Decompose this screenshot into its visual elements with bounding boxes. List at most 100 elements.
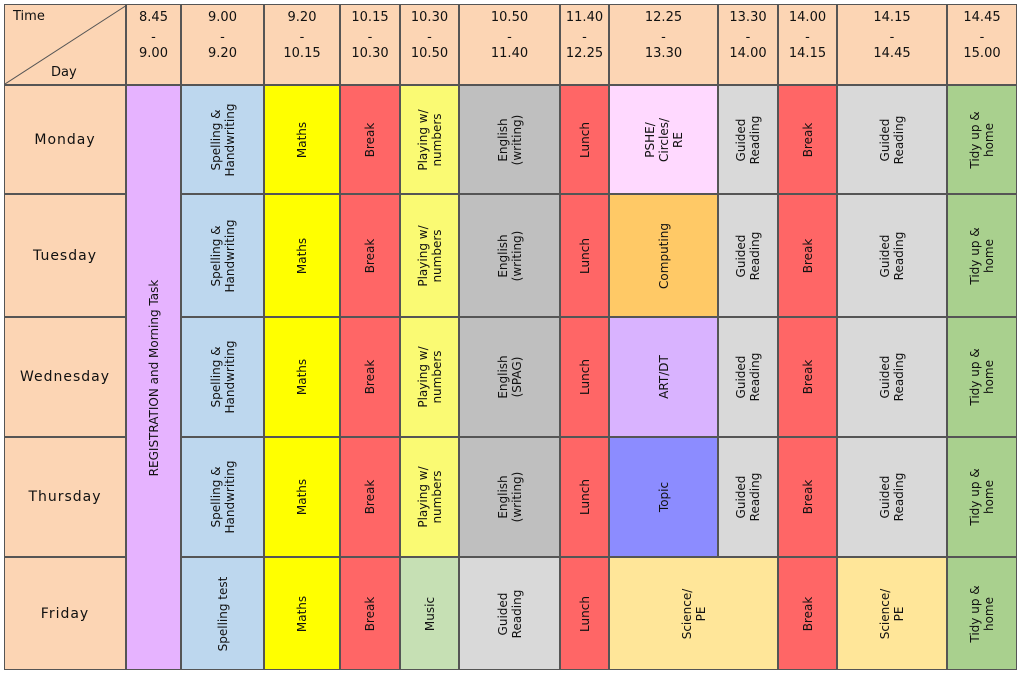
lesson-cell: Guided Reading [718,437,778,557]
lesson-cell: Guided Reading [718,194,778,317]
lesson-cell: Break [778,557,837,670]
lesson-cell: Maths [264,85,340,194]
lesson-label: Lunch [577,479,592,515]
lesson-cell: Lunch [560,557,609,670]
time-slot-start: 13.30 [729,10,767,25]
time-slot-start: 10.50 [490,10,529,25]
time-slot-end: 10.50 [410,46,449,61]
time-slot-dash: - [889,30,895,45]
time-slot-start: 11.40 [565,10,604,25]
lesson-label: Guided Reading [495,589,524,638]
lesson-label: Spelling & Handwriting [208,219,237,292]
lesson-cell: Guided Reading [718,85,778,194]
lesson-label: English (writing) [495,471,524,523]
lesson-cell: Science/ PE [609,557,778,670]
registration-label: REGISTRATION and Morning Task [146,279,161,476]
lesson-label: English (writing) [495,114,524,165]
lesson-label: Guided Reading [878,472,906,522]
lesson-label: Tidy up & home [968,584,996,643]
lesson-cell: ART/DT [609,317,718,437]
time-slot-header: 10.50 -11.40 [459,4,560,85]
day-label: Day [51,65,77,80]
time-slot-header: 13.30 -14.00 [718,4,778,85]
time-slot-header: 12.25 -13.30 [609,4,718,85]
day-label-cell: Monday [4,85,126,194]
lesson-cell: Break [778,317,837,437]
lesson-cell: Break [340,85,400,194]
lesson-label: Lunch [577,237,592,274]
time-slot-header: 14.45 -15.00 [947,4,1017,85]
lesson-label: Lunch [577,121,592,158]
time-slot-header: 9.00 -9.20 [181,4,264,85]
lesson-cell: PSHE/ Circles/ RE [609,85,718,194]
time-slot-header: 10.15 -10.30 [340,4,400,85]
lesson-label: Playing w/ numbers [415,346,444,408]
lesson-label: Break [800,596,815,631]
time-slot-end: 13.30 [644,46,683,61]
time-slot-end: 11.40 [490,46,529,61]
lesson-cell: Tidy up & home [947,437,1017,557]
time-slot-header: 11.40 -12.25 [560,4,609,85]
lesson-label: Lunch [577,359,592,395]
lesson-cell: Playing w/ numbers [400,85,459,194]
time-slot-dash: - [805,30,810,45]
lesson-cell: Break [778,437,837,557]
time-slot-end: 14.15 [788,46,827,61]
lesson-cell: Spelling & Handwriting [181,194,264,317]
lesson-label: Break [363,359,377,395]
time-slot-end: 9.00 [139,46,168,61]
lesson-cell: Break [340,317,400,437]
lesson-cell: Guided Reading [459,557,560,670]
lesson-cell: English (writing) [459,194,560,317]
lesson-label: Maths [295,358,309,396]
lesson-cell: Playing w/ numbers [400,317,459,437]
lesson-label: Lunch [577,595,592,632]
lesson-cell: Lunch [560,317,609,437]
time-slot-start: 10.15 [351,10,389,25]
lesson-cell: Break [778,194,837,317]
time-slot-start: 10.30 [410,10,449,25]
lesson-cell: Maths [264,317,340,437]
lesson-label: Break [800,122,815,157]
time-slot-dash: - [661,30,666,45]
lesson-label: Guided Reading [734,115,762,164]
time-slot-start: 8.45 [139,10,168,25]
lesson-cell: Topic [609,437,718,557]
time-slot-dash: - [367,30,373,45]
time-slot-dash: - [220,30,225,45]
lesson-label: Guided Reading [734,231,762,280]
lesson-label: Science/ PE [679,588,708,639]
lesson-cell: Tidy up & home [947,194,1017,317]
time-slot-end: 14.00 [729,46,767,61]
lesson-label: Playing w/ numbers [415,108,444,171]
lesson-label: ART/DT [656,355,671,399]
lesson-label: Playing w/ numbers [415,224,444,287]
lesson-label: Break [363,596,377,631]
lesson-cell: Playing w/ numbers [400,437,459,557]
lesson-label: Spelling & Handwriting [208,340,237,414]
time-slot-end: 9.20 [208,46,237,61]
lesson-label: Science/ PE [878,588,906,639]
lesson-label: Maths [295,237,309,274]
lesson-label: Guided Reading [878,352,906,402]
lesson-cell: Break [340,437,400,557]
day-label-cell: Tuesday [4,194,126,317]
lesson-cell: Guided Reading [837,194,947,317]
time-slot-dash: - [507,30,512,45]
lesson-label: Break [800,238,815,273]
time-slot-end: 12.25 [565,46,604,61]
lesson-label: Guided Reading [878,231,906,280]
time-slot-start: 9.20 [287,10,317,25]
time-slot-end: 14.45 [873,46,911,61]
lesson-label: Break [800,479,815,515]
time-slot-header: 14.00 -14.15 [778,4,837,85]
lesson-cell: Break [340,557,400,670]
time-slot-dash: - [151,30,156,45]
lesson-cell: Guided Reading [837,317,947,437]
lesson-cell: Spelling test [181,557,264,670]
lesson-cell: Spelling & Handwriting [181,317,264,437]
lesson-label: PSHE/ Circles/ RE [642,117,685,162]
lesson-label: Spelling & Handwriting [208,103,237,176]
lesson-label: Tidy up & home [968,226,996,285]
day-label-cell: Wednesday [4,317,126,437]
